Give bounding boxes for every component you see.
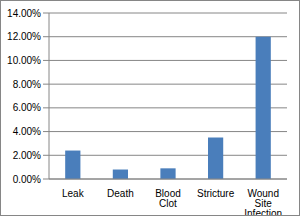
svg-text:12.00%: 12.00% xyxy=(8,31,41,42)
svg-text:6.00%: 6.00% xyxy=(13,102,41,113)
svg-text:10.00%: 10.00% xyxy=(8,55,41,66)
svg-text:14.00%: 14.00% xyxy=(8,8,41,19)
svg-text:4.00%: 4.00% xyxy=(13,126,41,137)
svg-text:8.00%: 8.00% xyxy=(13,79,41,90)
svg-text:0.00%: 0.00% xyxy=(13,174,41,185)
svg-text:WoundSiteInfection: WoundSiteInfection xyxy=(244,188,282,215)
svg-text:BloodClot: BloodClot xyxy=(155,188,181,209)
svg-text:Stricture: Stricture xyxy=(197,188,235,199)
svg-text:2.00%: 2.00% xyxy=(13,150,41,161)
svg-text:Leak: Leak xyxy=(62,188,85,199)
svg-text:Death: Death xyxy=(107,188,134,199)
